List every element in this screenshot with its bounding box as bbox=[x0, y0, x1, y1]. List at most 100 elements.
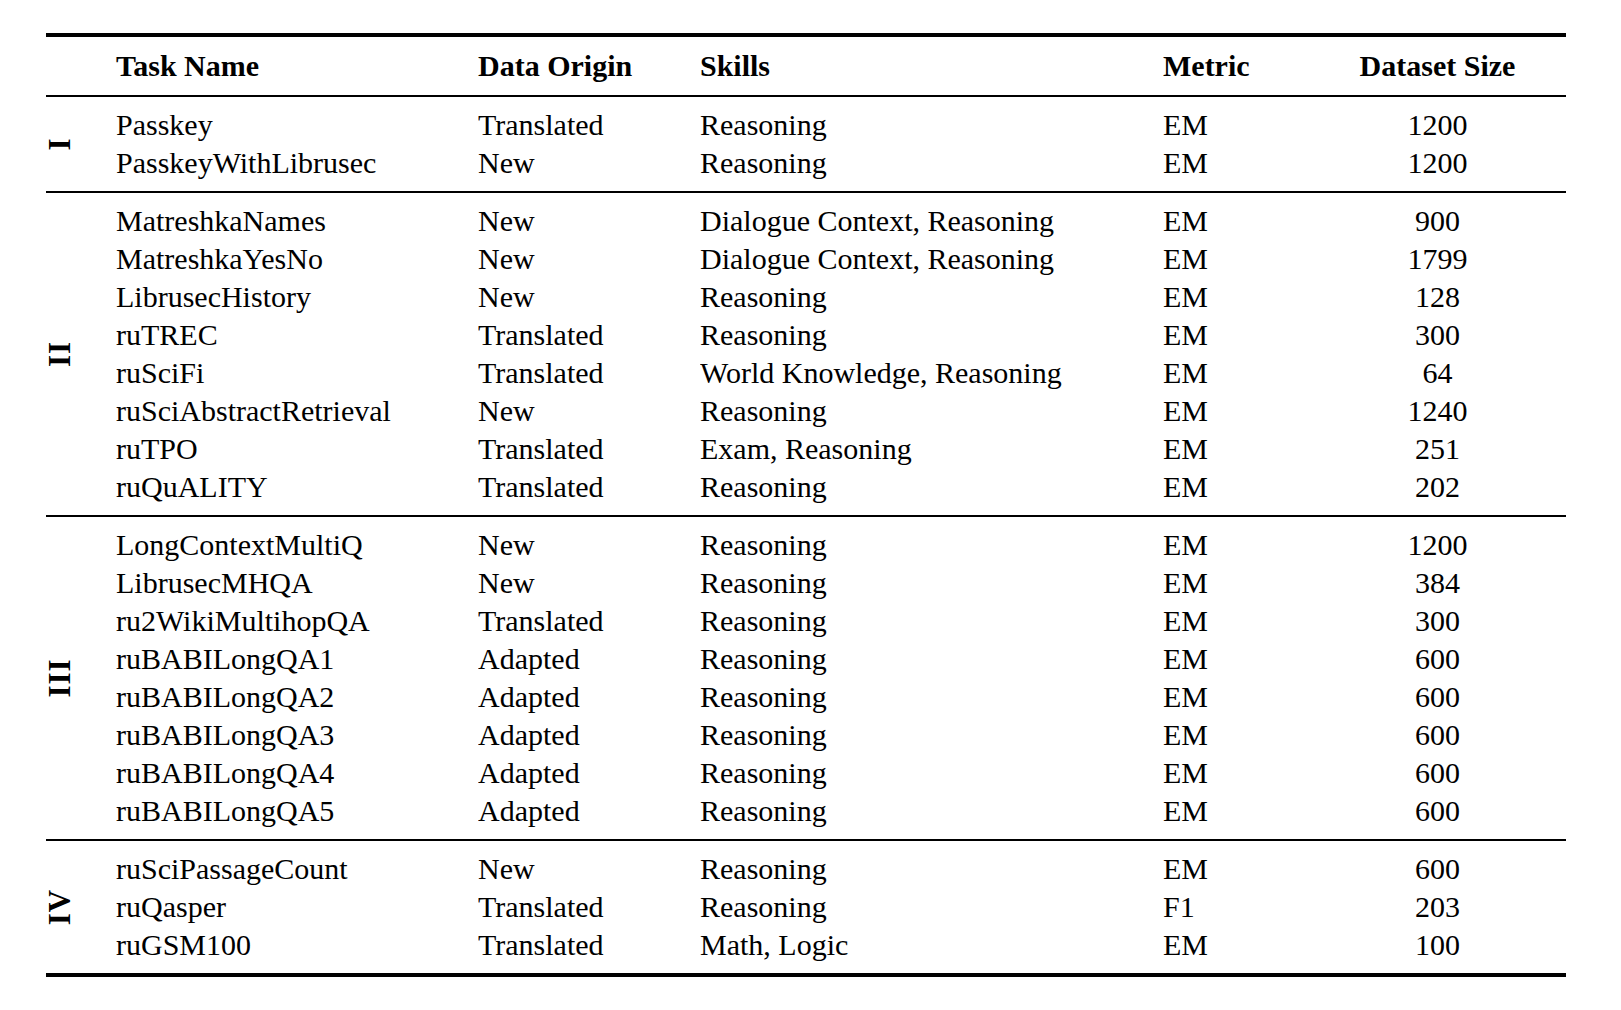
task-name-cell: Passkey bbox=[116, 96, 478, 144]
table-row: ruTPOTranslatedExam, ReasoningEM251 bbox=[46, 430, 1566, 468]
skills-cell: Reasoning bbox=[700, 564, 1163, 602]
task-name-cell: MatreshkaYesNo bbox=[116, 240, 478, 278]
dataset-size-cell: 1200 bbox=[1309, 516, 1566, 564]
group-label-cell: IV bbox=[46, 840, 116, 975]
dataset-size-cell: 1799 bbox=[1309, 240, 1566, 278]
data-origin-cell: Translated bbox=[478, 430, 700, 468]
data-origin-cell: New bbox=[478, 240, 700, 278]
dataset-size-cell: 384 bbox=[1309, 564, 1566, 602]
dataset-size-cell: 600 bbox=[1309, 754, 1566, 792]
data-origin-cell: Translated bbox=[478, 468, 700, 516]
metric-cell: EM bbox=[1163, 926, 1309, 975]
column-header-metric: Metric bbox=[1163, 35, 1309, 96]
metric-cell: EM bbox=[1163, 316, 1309, 354]
data-origin-cell: New bbox=[478, 392, 700, 430]
table-row: ruBABILongQA1AdaptedReasoningEM600 bbox=[46, 640, 1566, 678]
metric-cell: EM bbox=[1163, 840, 1309, 888]
task-name-cell: ruBABILongQA1 bbox=[116, 640, 478, 678]
skills-cell: Reasoning bbox=[700, 468, 1163, 516]
metric-cell: EM bbox=[1163, 792, 1309, 840]
skills-cell: Reasoning bbox=[700, 144, 1163, 192]
table-row: ruSciAbstractRetrievalNewReasoningEM1240 bbox=[46, 392, 1566, 430]
metric-cell: EM bbox=[1163, 278, 1309, 316]
data-origin-cell: Translated bbox=[478, 602, 700, 640]
data-origin-cell: New bbox=[478, 192, 700, 240]
column-header-skills: Skills bbox=[700, 35, 1163, 96]
table-row: IIILongContextMultiQNewReasoningEM1200 bbox=[46, 516, 1566, 564]
skills-cell: Math, Logic bbox=[700, 926, 1163, 975]
metric-cell: EM bbox=[1163, 192, 1309, 240]
metric-cell: EM bbox=[1163, 564, 1309, 602]
table-row: ruBABILongQA4AdaptedReasoningEM600 bbox=[46, 754, 1566, 792]
data-origin-cell: Translated bbox=[478, 926, 700, 975]
metric-cell: EM bbox=[1163, 240, 1309, 278]
task-name-cell: ruTPO bbox=[116, 430, 478, 468]
group-roman-numeral: II bbox=[46, 341, 79, 367]
skills-cell: Exam, Reasoning bbox=[700, 430, 1163, 468]
task-name-cell: ruBABILongQA2 bbox=[116, 678, 478, 716]
task-name-cell: ruSciPassageCount bbox=[116, 840, 478, 888]
metric-cell: F1 bbox=[1163, 888, 1309, 926]
group-roman-numeral: I bbox=[46, 137, 79, 150]
table-row: MatreshkaYesNoNewDialogue Context, Reaso… bbox=[46, 240, 1566, 278]
metric-cell: EM bbox=[1163, 392, 1309, 430]
table-row: ruBABILongQA2AdaptedReasoningEM600 bbox=[46, 678, 1566, 716]
table-row: PasskeyWithLibrusecNewReasoningEM1200 bbox=[46, 144, 1566, 192]
table-row: ru2WikiMultihopQATranslatedReasoningEM30… bbox=[46, 602, 1566, 640]
skills-cell: Reasoning bbox=[700, 754, 1163, 792]
table-row: ruSciFiTranslatedWorld Knowledge, Reason… bbox=[46, 354, 1566, 392]
dataset-size-cell: 1200 bbox=[1309, 96, 1566, 144]
task-name-cell: ruBABILongQA3 bbox=[116, 716, 478, 754]
task-name-cell: PasskeyWithLibrusec bbox=[116, 144, 478, 192]
dataset-size-cell: 251 bbox=[1309, 430, 1566, 468]
task-group-I: IPasskeyTranslatedReasoningEM1200Passkey… bbox=[46, 96, 1566, 192]
data-origin-cell: Adapted bbox=[478, 716, 700, 754]
skills-cell: Reasoning bbox=[700, 602, 1163, 640]
table-row: IVruSciPassageCountNewReasoningEM600 bbox=[46, 840, 1566, 888]
skills-cell: Dialogue Context, Reasoning bbox=[700, 240, 1163, 278]
group-label-cell: II bbox=[46, 192, 116, 516]
tasks-table: Task Name Data Origin Skills Metric Data… bbox=[46, 33, 1566, 977]
dataset-size-cell: 600 bbox=[1309, 640, 1566, 678]
skills-cell: World Knowledge, Reasoning bbox=[700, 354, 1163, 392]
group-roman-numeral: III bbox=[46, 658, 79, 697]
table-row: LibrusecHistoryNewReasoningEM128 bbox=[46, 278, 1566, 316]
dataset-size-cell: 1200 bbox=[1309, 144, 1566, 192]
data-origin-cell: New bbox=[478, 564, 700, 602]
skills-cell: Reasoning bbox=[700, 392, 1163, 430]
skills-cell: Reasoning bbox=[700, 96, 1163, 144]
table-row: ruBABILongQA5AdaptedReasoningEM600 bbox=[46, 792, 1566, 840]
data-origin-cell: Adapted bbox=[478, 754, 700, 792]
skills-cell: Reasoning bbox=[700, 316, 1163, 354]
column-header-dataset-size: Dataset Size bbox=[1309, 35, 1566, 96]
table-row: ruQasperTranslatedReasoningF1203 bbox=[46, 888, 1566, 926]
task-name-cell: LibrusecHistory bbox=[116, 278, 478, 316]
table-row: IIMatreshkaNamesNewDialogue Context, Rea… bbox=[46, 192, 1566, 240]
table-row: ruBABILongQA3AdaptedReasoningEM600 bbox=[46, 716, 1566, 754]
skills-cell: Reasoning bbox=[700, 278, 1163, 316]
data-origin-cell: New bbox=[478, 840, 700, 888]
data-origin-cell: New bbox=[478, 278, 700, 316]
table-row: ruQuALITYTranslatedReasoningEM202 bbox=[46, 468, 1566, 516]
data-origin-cell: New bbox=[478, 516, 700, 564]
dataset-size-cell: 1240 bbox=[1309, 392, 1566, 430]
task-name-cell: ruQuALITY bbox=[116, 468, 478, 516]
column-header-task-name: Task Name bbox=[116, 35, 478, 96]
data-origin-cell: Translated bbox=[478, 316, 700, 354]
group-label-cell: III bbox=[46, 516, 116, 840]
dataset-size-cell: 600 bbox=[1309, 716, 1566, 754]
table-row: IPasskeyTranslatedReasoningEM1200 bbox=[46, 96, 1566, 144]
metric-cell: EM bbox=[1163, 678, 1309, 716]
dataset-size-cell: 300 bbox=[1309, 316, 1566, 354]
metric-cell: EM bbox=[1163, 430, 1309, 468]
table-header: Task Name Data Origin Skills Metric Data… bbox=[46, 35, 1566, 96]
task-name-cell: ruTREC bbox=[116, 316, 478, 354]
dataset-size-cell: 202 bbox=[1309, 468, 1566, 516]
metric-cell: EM bbox=[1163, 640, 1309, 678]
column-header-data-origin: Data Origin bbox=[478, 35, 700, 96]
table-row: ruGSM100TranslatedMath, LogicEM100 bbox=[46, 926, 1566, 975]
task-name-cell: ruBABILongQA5 bbox=[116, 792, 478, 840]
task-name-cell: MatreshkaNames bbox=[116, 192, 478, 240]
metric-cell: EM bbox=[1163, 468, 1309, 516]
skills-cell: Reasoning bbox=[700, 516, 1163, 564]
